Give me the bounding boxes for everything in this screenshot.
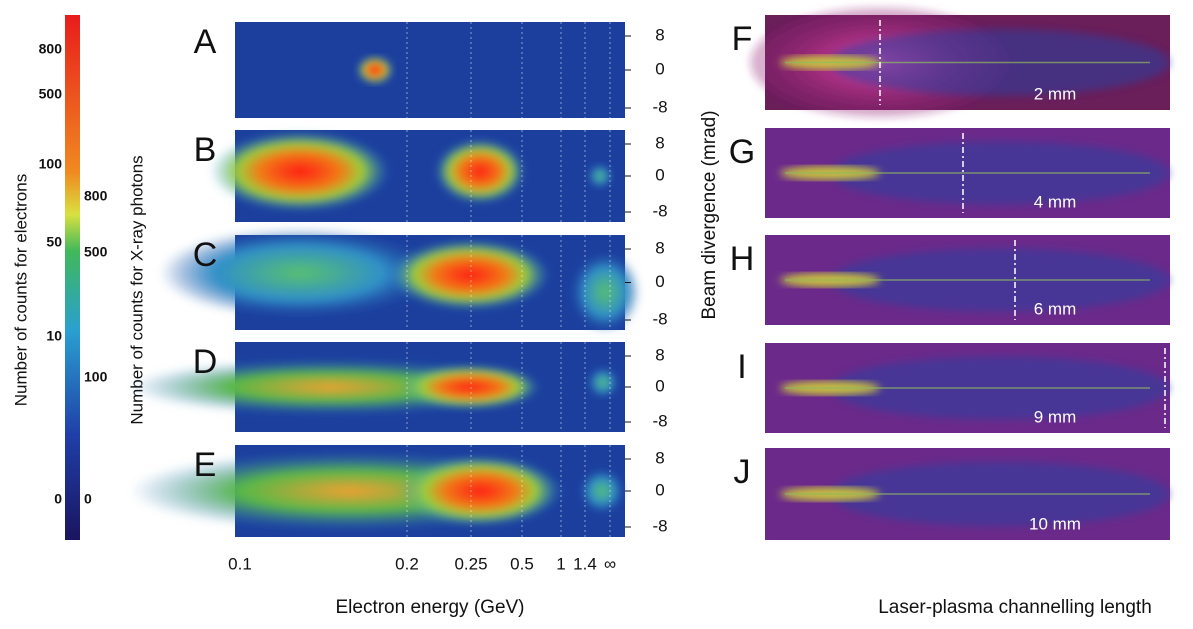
electron-tick: 50 bbox=[46, 234, 62, 250]
channel-length: 10 mm bbox=[1029, 514, 1081, 533]
y-tick-label: 0 bbox=[655, 376, 664, 395]
panel-letter: B bbox=[194, 131, 217, 169]
channel-panel bbox=[765, 343, 1170, 433]
y-tick-label: -8 bbox=[652, 97, 667, 116]
electron-tick: 500 bbox=[39, 86, 63, 102]
channel-length: 6 mm bbox=[1034, 299, 1077, 318]
y-tick-label: 8 bbox=[655, 238, 664, 257]
beam-signal bbox=[588, 164, 612, 188]
panel-bg bbox=[235, 22, 625, 118]
y-axis-label: Beam divergence (mrad) bbox=[699, 110, 720, 319]
y-tick-label: -8 bbox=[652, 516, 667, 535]
channel-length: 9 mm bbox=[1034, 407, 1077, 426]
panel-letter: E bbox=[194, 446, 217, 484]
panel-letter: F bbox=[732, 20, 753, 58]
x-axis-label: Electron energy (GeV) bbox=[335, 597, 524, 618]
panel-letter: C bbox=[193, 236, 218, 274]
xray-tick: 800 bbox=[84, 188, 108, 204]
x-tick-label: 0.1 bbox=[228, 554, 252, 573]
channel-panel bbox=[750, 8, 1170, 118]
panel-letter: G bbox=[729, 133, 755, 171]
y-tick-label: 8 bbox=[655, 345, 664, 364]
electron-tick: 800 bbox=[39, 41, 63, 57]
x-tick-label: 0.2 bbox=[395, 554, 419, 573]
electron-tick: 0 bbox=[54, 491, 62, 507]
x-tick-label: 0.5 bbox=[510, 554, 534, 573]
panel-letter: J bbox=[734, 453, 751, 491]
spectrum-panel bbox=[235, 22, 625, 118]
x-tick-label: 1 bbox=[556, 554, 565, 573]
channel-panel bbox=[765, 128, 1170, 218]
x-tick-label: 1.4 bbox=[573, 554, 597, 573]
y-tick-label: 8 bbox=[655, 133, 664, 152]
electron-tick: 100 bbox=[39, 156, 63, 172]
channel-length: 4 mm bbox=[1034, 192, 1077, 211]
y-tick-label: 8 bbox=[655, 448, 664, 467]
panel-letter: I bbox=[737, 348, 746, 386]
spectrum-panel bbox=[160, 228, 640, 332]
y-tick-label: -8 bbox=[652, 411, 667, 430]
xray-tick: 500 bbox=[84, 244, 108, 260]
xray-tick: 0 bbox=[84, 491, 92, 507]
beam-signal bbox=[400, 456, 560, 526]
y-tick-label: 0 bbox=[655, 272, 664, 291]
xray-tick: 100 bbox=[84, 369, 108, 385]
y-tick-label: 8 bbox=[655, 25, 664, 44]
y-tick-label: -8 bbox=[652, 309, 667, 328]
y-tick-label: 0 bbox=[655, 165, 664, 184]
beam-signal bbox=[390, 240, 550, 310]
electron-tick: 10 bbox=[46, 328, 62, 344]
y-tick-label: -8 bbox=[652, 201, 667, 220]
x-tick-label: 0.25 bbox=[454, 554, 487, 573]
spectrum-panel bbox=[210, 130, 625, 222]
y-tick-label: 0 bbox=[655, 59, 664, 78]
panel-letter: H bbox=[730, 240, 755, 278]
beam-signal bbox=[435, 139, 525, 203]
channel-panel bbox=[765, 448, 1170, 540]
panel-letter: D bbox=[193, 343, 218, 381]
channel-panel bbox=[765, 235, 1170, 325]
x-tick-label: ∞ bbox=[604, 554, 616, 573]
beam-signal bbox=[580, 469, 624, 513]
electron-axis-label: Number of counts for electrons bbox=[11, 174, 30, 406]
panel-letter: A bbox=[194, 23, 217, 61]
y-tick-label: 0 bbox=[655, 480, 664, 499]
beam-signal bbox=[400, 365, 540, 409]
beam-signal bbox=[210, 131, 390, 211]
channel-length: 2 mm bbox=[1034, 84, 1077, 103]
colorbar bbox=[65, 15, 80, 540]
figure: 800500100501008005001000Number of counts… bbox=[0, 0, 1193, 624]
beam-signal bbox=[588, 368, 618, 398]
beam-signal bbox=[357, 56, 393, 84]
x-axis-label: Laser-plasma channelling length bbox=[878, 597, 1152, 618]
